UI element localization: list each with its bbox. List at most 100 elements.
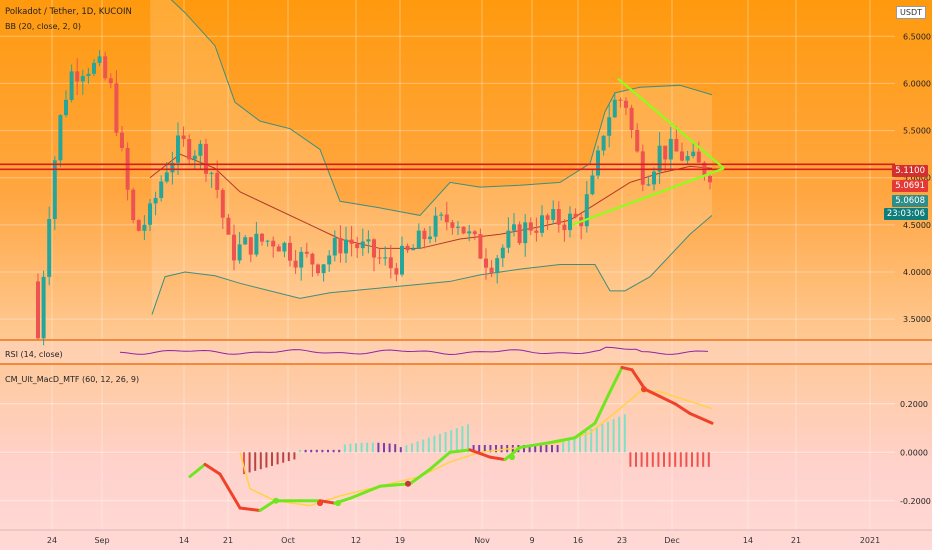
macd-hist-bar-9 xyxy=(293,452,296,460)
candle-body-81 xyxy=(489,267,494,274)
macd-axis-label-2: -0.2000 xyxy=(900,497,931,506)
candle-body-55 xyxy=(344,239,348,254)
macd-line-seg-16 xyxy=(503,445,522,462)
macd-hist-bar-39 xyxy=(461,426,464,453)
macd-line-seg-18 xyxy=(548,436,577,445)
candle-body-36 xyxy=(237,244,242,261)
rsi-pane-title[interactable]: RSI (14, close) xyxy=(5,350,63,359)
macd-hist-bar-7 xyxy=(282,452,285,463)
candle-body-87 xyxy=(523,222,528,244)
macd-line-seg-2 xyxy=(218,472,242,510)
last-price-tag: 5.0691 xyxy=(892,180,928,192)
candle-body-7 xyxy=(75,71,80,82)
candle-body-91 xyxy=(545,215,550,220)
time-axis-label-8: 9 xyxy=(529,536,534,545)
macd-hist-bar-5 xyxy=(271,452,273,466)
macd-line-seg-21 xyxy=(608,365,624,394)
candle-body-99 xyxy=(590,175,595,195)
candle-body-3 xyxy=(52,160,57,220)
macd-hist-bar-70 xyxy=(635,452,637,467)
macd-hist-bar-11 xyxy=(304,449,307,453)
time-axis-label-12: 14 xyxy=(743,536,753,545)
candle-body-29 xyxy=(198,143,203,156)
candle-body-102 xyxy=(607,117,612,136)
macd-line-seg-10 xyxy=(378,482,412,488)
time-axis-label-9: 16 xyxy=(573,536,583,545)
macd-hist-bar-22 xyxy=(366,442,369,453)
triangle-lower-trendline xyxy=(571,167,725,226)
time-axis-label-11: Dec xyxy=(664,536,679,545)
macd-line-seg-0 xyxy=(188,462,207,479)
macd-hist-bar-75 xyxy=(663,452,665,467)
candle-body-14 xyxy=(114,83,119,133)
macd-hist-bar-56 xyxy=(556,445,559,453)
time-axis-label-3: 21 xyxy=(223,536,233,545)
candle-body-1 xyxy=(41,276,46,339)
macd-hist-bar-77 xyxy=(674,452,677,467)
candle-body-10 xyxy=(92,62,96,74)
candle-body-109 xyxy=(646,184,651,186)
macd-hist-bar-42 xyxy=(478,445,481,453)
macd-hist-bar-51 xyxy=(528,445,531,453)
time-axis-label-1: Sep xyxy=(94,536,109,545)
macd-hist-bar-18 xyxy=(343,444,346,453)
macd-hist-bar-43 xyxy=(483,445,486,453)
macd-line-seg-12 xyxy=(428,450,452,471)
macd-hist-bar-8 xyxy=(287,452,290,462)
macd-cross-dot-4 xyxy=(509,454,515,461)
macd-hist-bar-12 xyxy=(310,449,313,453)
candle-body-35 xyxy=(232,234,236,261)
macd-hist-bar-26 xyxy=(388,443,391,453)
macd-line-seg-14 xyxy=(468,448,492,459)
candle-body-93 xyxy=(556,209,561,225)
macd-line-seg-7 xyxy=(318,499,337,505)
candle-body-120 xyxy=(708,176,712,183)
candle-body-103 xyxy=(612,99,617,118)
macd-hist-bar-0 xyxy=(243,452,245,475)
macd-hist-bar-60 xyxy=(579,433,581,453)
bb-lower-band xyxy=(151,215,713,315)
candle-body-24 xyxy=(170,162,175,173)
macd-hist-bar-61 xyxy=(584,431,587,453)
macd-hist-bar-44 xyxy=(489,445,492,453)
candle-body-92 xyxy=(551,209,556,220)
candle-body-82 xyxy=(495,258,500,274)
candle-body-46 xyxy=(293,260,298,268)
candle-body-56 xyxy=(349,239,354,244)
macd-line-seg-3 xyxy=(238,506,262,512)
macd-hist-bar-40 xyxy=(467,424,469,453)
macd-pane-title[interactable]: CM_Ult_MacD_MTF (60, 12, 26, 9) xyxy=(5,375,140,384)
currency-unit-badge[interactable]: USDT xyxy=(896,6,926,19)
symbol-title: Polkadot / Tether, 1D, KUCOIN xyxy=(5,7,132,17)
candle-body-58 xyxy=(360,241,365,249)
candle-body-53 xyxy=(332,237,337,256)
macd-hist-bar-35 xyxy=(439,433,441,453)
macd-hist-bar-58 xyxy=(567,438,570,453)
candle-body-66 xyxy=(405,245,410,251)
macd-cross-dot-2 xyxy=(335,500,341,507)
macd-hist-bar-34 xyxy=(433,435,436,453)
candle-body-59 xyxy=(366,239,371,242)
macd-line-seg-4 xyxy=(258,499,277,512)
macd-line-seg-23 xyxy=(630,368,647,391)
macd-hist-bar-66 xyxy=(612,419,615,453)
price-axis-label-3: 5.0000 xyxy=(903,174,931,183)
candle-body-4 xyxy=(58,115,63,161)
price-axis-label-2: 5.5000 xyxy=(903,127,931,136)
bb-indicator-label[interactable]: BB (20, close, 2, 0) xyxy=(5,22,81,31)
macd-hist-bar-72 xyxy=(646,452,649,467)
macd-line-seg-1 xyxy=(203,462,222,476)
macd-hist-bar-13 xyxy=(315,449,318,453)
macd-hist-bar-20 xyxy=(355,443,357,453)
macd-hist-bar-71 xyxy=(640,452,643,467)
candle-body-78 xyxy=(472,231,477,235)
candle-body-17 xyxy=(131,189,136,221)
macd-hist-bar-23 xyxy=(371,442,374,453)
macd-hist-bar-46 xyxy=(500,445,503,453)
candle-body-6 xyxy=(69,71,74,100)
macd-hist-bar-69 xyxy=(629,452,632,467)
macd-hist-bar-62 xyxy=(590,428,593,453)
